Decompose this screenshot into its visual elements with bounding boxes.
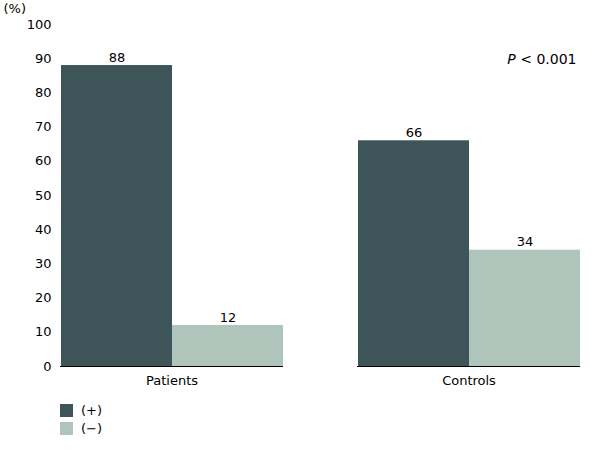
svg-text:P < 0.001: P < 0.001 (507, 51, 576, 67)
svg-text:40: 40 (35, 222, 52, 237)
svg-text:80: 80 (35, 85, 52, 100)
svg-text:34: 34 (517, 234, 534, 249)
svg-text:Patients: Patients (146, 373, 198, 388)
svg-text:(%): (%) (4, 1, 27, 16)
svg-text:20: 20 (35, 290, 52, 305)
svg-text:90: 90 (35, 51, 52, 66)
svg-text:100: 100 (27, 17, 52, 32)
svg-text:12: 12 (220, 310, 237, 325)
svg-text:60: 60 (35, 153, 52, 168)
svg-text:88: 88 (109, 50, 126, 65)
svg-text:Controls: Controls (442, 373, 496, 388)
svg-text:50: 50 (35, 188, 52, 203)
svg-text:10: 10 (35, 324, 52, 339)
svg-text:70: 70 (35, 119, 52, 134)
svg-text:66: 66 (406, 125, 423, 140)
svg-text:0: 0 (43, 359, 51, 374)
svg-text:30: 30 (35, 256, 52, 271)
